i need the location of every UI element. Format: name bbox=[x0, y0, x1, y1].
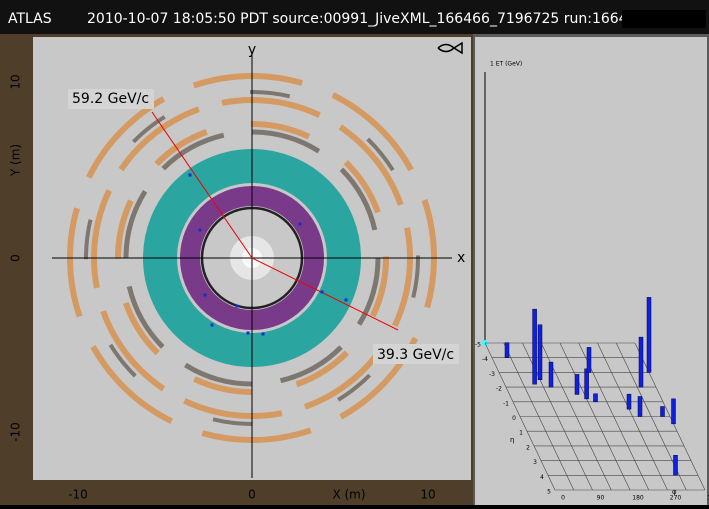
hit bbox=[235, 304, 239, 308]
hit bbox=[203, 293, 207, 297]
phi-tick-label: 360 bbox=[707, 495, 709, 502]
lego-grid-line bbox=[597, 342, 668, 491]
eta-tick-label: -2 bbox=[496, 386, 502, 393]
eta-tick-label: 5 bbox=[547, 489, 551, 496]
x-tick-label: -10 bbox=[68, 488, 88, 502]
hit bbox=[188, 173, 192, 177]
hit bbox=[320, 290, 324, 294]
et-tower bbox=[626, 393, 632, 410]
et-tower bbox=[593, 393, 598, 403]
phi-tick-label: 90 bbox=[597, 495, 605, 502]
header-bar bbox=[0, 0, 709, 34]
eta-tick-label: 3 bbox=[533, 459, 537, 466]
et-tower bbox=[638, 336, 644, 388]
eta-tick-label: 4 bbox=[540, 474, 544, 481]
phi-tick-label: 180 bbox=[632, 495, 644, 502]
lego-grid-line bbox=[634, 342, 706, 491]
eta-tick-label: -3 bbox=[489, 371, 495, 378]
phi-tick-label: 0 bbox=[561, 495, 565, 502]
header-event-info: 2010-10-07 18:05:50 PDT source:00991_Jiv… bbox=[87, 11, 645, 27]
x-axis-title: X (m) bbox=[332, 488, 365, 502]
track-label: 39.3 GeV/c bbox=[377, 347, 454, 363]
et-tower bbox=[574, 374, 580, 395]
y-axis-letter: y bbox=[248, 42, 256, 58]
et-tower bbox=[673, 455, 678, 476]
et-tower bbox=[586, 347, 592, 373]
y-tick-label: 0 bbox=[9, 254, 23, 262]
track-label: 59.2 GeV/c bbox=[72, 91, 149, 107]
hit bbox=[246, 331, 250, 335]
eta-tick-label: -4 bbox=[482, 356, 488, 363]
header-experiment: ATLAS bbox=[8, 11, 52, 27]
y-tick-label: 10 bbox=[9, 74, 23, 89]
view-icon[interactable] bbox=[437, 41, 463, 55]
et-tower bbox=[537, 324, 543, 380]
eta-tick-label: 1 bbox=[519, 430, 523, 437]
eta-tick-label: 0 bbox=[512, 415, 516, 422]
x-tick-label: 0 bbox=[248, 488, 256, 502]
hit bbox=[298, 222, 302, 226]
et-tower bbox=[584, 368, 589, 400]
x-axis-letter: x bbox=[457, 250, 465, 266]
phi-title: φ bbox=[672, 488, 677, 496]
redacted-box bbox=[622, 10, 706, 28]
label-bg bbox=[373, 344, 459, 364]
hit bbox=[344, 298, 348, 302]
lego-grid-line bbox=[559, 342, 631, 491]
track bbox=[251, 257, 399, 331]
eta-tick-label: -1 bbox=[503, 400, 509, 407]
track bbox=[151, 111, 253, 259]
et-tower bbox=[637, 396, 643, 417]
lego-grid-line bbox=[503, 342, 575, 491]
et-tower bbox=[646, 297, 652, 373]
lego-grid-line bbox=[484, 342, 556, 491]
lego-plot bbox=[482, 72, 706, 491]
eta-tick-label: 2 bbox=[526, 444, 530, 451]
y-axis-title: Y (m) bbox=[9, 144, 23, 177]
et-tower bbox=[548, 361, 554, 388]
et-tower bbox=[504, 342, 510, 358]
y-tick-label: -10 bbox=[9, 422, 23, 442]
hit bbox=[198, 228, 202, 232]
eta-tick-label: -5 bbox=[475, 342, 481, 349]
eta-title: η bbox=[510, 436, 514, 444]
x-tick-label: 10 bbox=[420, 488, 435, 502]
et-tower bbox=[660, 406, 665, 417]
et-scale-label: 1 ET (GeV) bbox=[490, 61, 522, 68]
hit bbox=[210, 323, 214, 327]
lego-plot-area bbox=[475, 37, 707, 505]
hit bbox=[261, 332, 265, 336]
et-tower bbox=[671, 398, 676, 425]
et-tower bbox=[532, 308, 537, 385]
label-bg bbox=[68, 89, 154, 109]
phi-tick-label: 270 bbox=[670, 495, 682, 502]
